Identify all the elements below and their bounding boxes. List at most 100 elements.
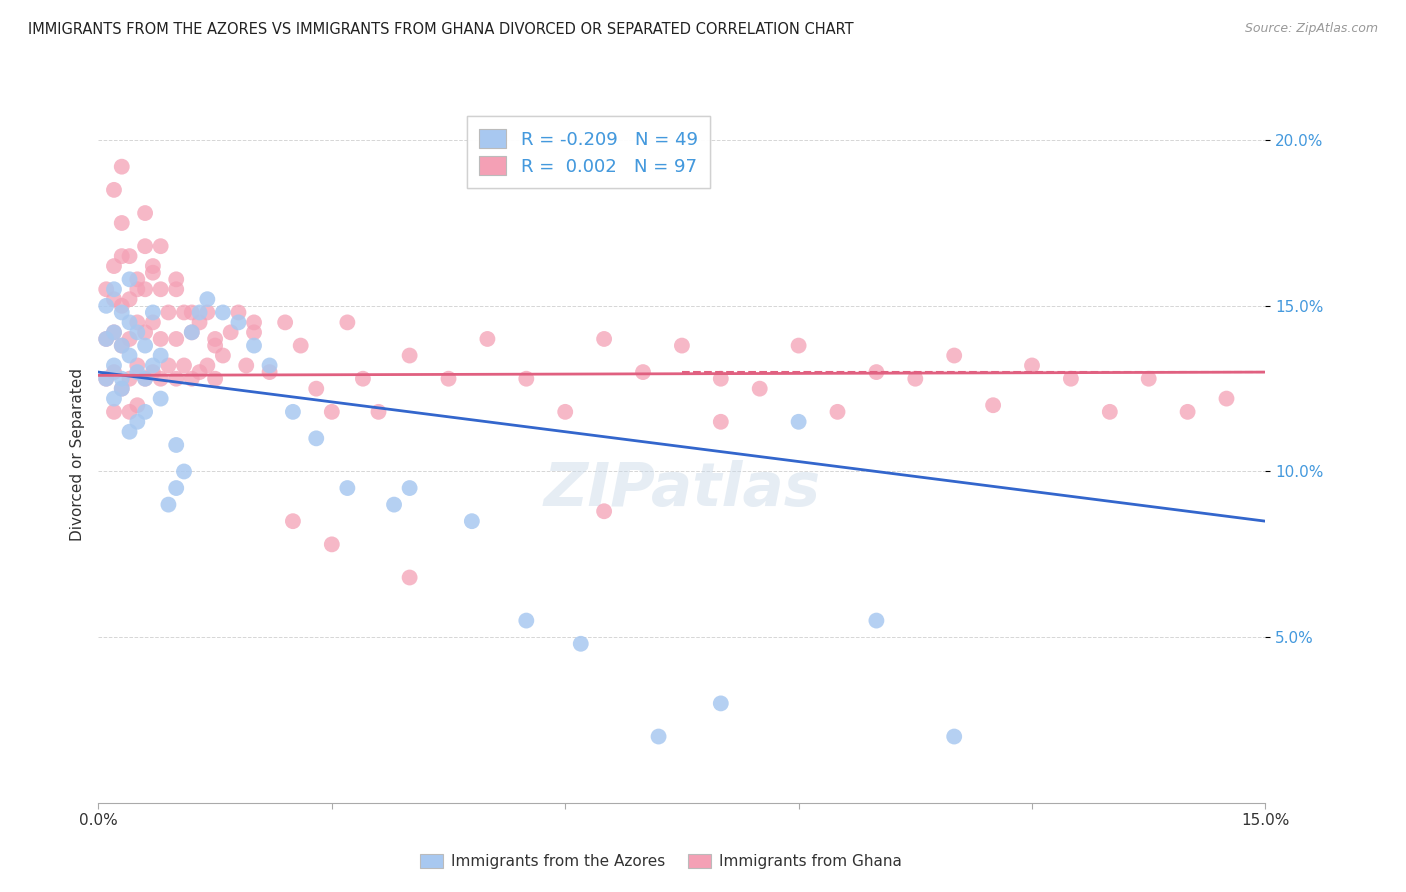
Point [748,382,770,396]
Point [142,305,165,319]
Point [103,259,125,273]
Point [787,415,810,429]
Point [243,326,266,340]
Point [195,305,218,319]
Point [118,425,141,439]
Point [134,372,156,386]
Point [127,326,149,340]
Point [118,292,141,306]
Point [165,438,187,452]
Text: ZIPatlas: ZIPatlas [543,460,821,519]
Point [212,349,235,363]
Point [204,332,226,346]
Point [127,272,149,286]
Point [111,382,134,396]
Point [165,282,187,296]
Point [352,372,374,386]
Point [142,365,165,379]
Point [382,498,405,512]
Point [111,338,134,352]
Point [173,305,195,319]
Point [118,349,141,363]
Point [173,465,195,479]
Point [943,730,966,744]
Point [103,359,125,373]
Point [165,481,187,495]
Point [127,365,149,379]
Point [149,372,172,386]
Point [134,338,156,352]
Point [204,372,226,386]
Point [149,349,172,363]
Point [165,372,187,386]
Point [165,332,187,346]
Point [134,282,156,296]
Point [103,405,125,419]
Point [827,405,849,419]
Point [96,372,118,386]
Point [943,349,966,363]
Point [96,282,118,296]
Point [96,299,118,313]
Point [127,415,149,429]
Point [157,498,180,512]
Point [865,365,887,379]
Point [515,614,537,628]
Point [367,405,389,419]
Point [1021,359,1043,373]
Point [398,349,420,363]
Point [569,637,592,651]
Point [259,359,281,373]
Point [321,405,343,419]
Point [96,372,118,386]
Point [127,282,149,296]
Point [219,326,242,340]
Point [118,405,141,419]
Point [149,239,172,253]
Point [981,398,1004,412]
Point [180,305,202,319]
Point [103,326,125,340]
Point [228,305,250,319]
Point [461,514,484,528]
Point [515,372,537,386]
Point [710,372,733,386]
Point [554,405,576,419]
Point [103,326,125,340]
Point [1060,372,1083,386]
Point [142,266,165,280]
Point [437,372,460,386]
Point [118,249,141,263]
Point [235,359,257,373]
Point [118,332,141,346]
Point [180,326,202,340]
Point [1137,372,1160,386]
Point [1098,405,1121,419]
Point [398,570,420,584]
Point [180,372,202,386]
Point [188,315,211,329]
Point [127,315,149,329]
Point [96,332,118,346]
Point [134,372,156,386]
Point [118,372,141,386]
Point [134,206,156,220]
Point [103,282,125,296]
Point [118,315,141,329]
Point [103,365,125,379]
Point [477,332,499,346]
Point [103,183,125,197]
Point [118,272,141,286]
Point [149,392,172,406]
Point [865,614,887,628]
Point [631,365,654,379]
Point [281,405,304,419]
Point [290,338,312,352]
Point [142,259,165,273]
Point [228,315,250,329]
Point [593,504,616,518]
Point [710,415,733,429]
Point [243,338,266,352]
Point [157,305,180,319]
Point [259,365,281,379]
